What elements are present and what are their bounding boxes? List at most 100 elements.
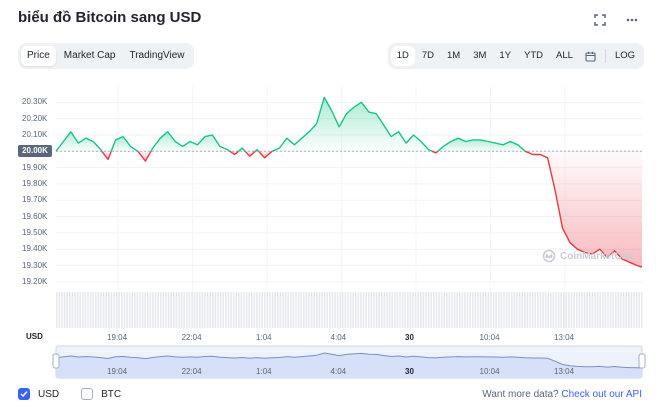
volume-bar [82,292,84,328]
volume-bar [230,292,232,328]
navigator-area [56,353,642,378]
volume-bar [511,292,513,328]
volume-bar [253,292,256,328]
range-navigator[interactable] [0,344,660,380]
volume-bar [472,292,474,328]
volume-bar [537,292,539,328]
volume-bar [331,292,334,328]
volume-bar [108,292,110,328]
range-1y[interactable]: 1Y [499,50,512,61]
volume-bar [344,292,347,328]
btc-checkbox[interactable] [81,388,94,400]
fullscreen-icon[interactable] [592,12,608,28]
usd-checkbox[interactable] [18,388,30,400]
volume-bar [446,292,448,328]
price-line-up [55,131,103,152]
volume-bar [573,292,575,328]
volume-bar [570,292,573,328]
watermark-text: CoinMarketCap [560,250,634,262]
more-options-icon[interactable] [624,12,640,28]
volume-bar [612,292,614,328]
volume-bar [409,292,412,328]
area-fill-down [525,151,642,268]
volume-bar [378,292,380,328]
range-3m[interactable]: 3M [473,50,487,61]
y-tick-label: 20.10K [22,129,48,139]
y-tick-label: 19.40K [22,244,48,254]
volume-bar [102,292,105,328]
btc-label: BTC [101,388,122,400]
y-tick-label: 19.20K [22,276,48,286]
navigator-tick-label: 22:04 [181,367,202,376]
tab-tradingview[interactable]: TradingView [129,50,185,61]
current-price-badge: 20.00K [18,145,52,158]
volume-bar [318,292,321,328]
volume-bar [232,292,235,328]
volume-bar [591,292,594,328]
volume-bar [589,292,591,328]
volume-bar [352,292,354,328]
volume-bar [238,292,240,328]
volume-bar [264,292,266,328]
volume-bar [217,292,219,328]
volume-bar [256,292,258,328]
range-1m[interactable]: 1M [447,50,461,61]
navigator-handle[interactable] [52,353,60,369]
volume-bar [115,292,118,328]
volume-bar [620,292,622,328]
axis-currency-label: USD [26,332,43,341]
range-1d[interactable]: 1D [390,46,415,66]
volume-bar [495,292,497,328]
navigator-tick-label: 30 [405,367,414,376]
tab-market-cap[interactable]: Market Cap [63,50,116,61]
volume-bar [225,292,227,328]
volume-bar [248,292,250,328]
calendar-icon[interactable] [580,46,602,66]
volume-bar [581,292,583,328]
volume-bar [383,292,386,328]
volume-bar [308,292,310,328]
volume-bar [534,292,536,328]
volume-bar [222,292,224,328]
volume-bar [292,292,295,328]
volume-bar [297,292,300,328]
volume-bar [420,292,422,328]
range-all[interactable]: ALL [556,50,573,61]
volume-bar [271,292,274,328]
volume-bar [427,292,430,328]
volume-bar [368,292,370,328]
price-chart[interactable] [0,0,660,330]
log-scale-toggle[interactable]: LOG [614,50,635,61]
volume-bar [469,292,471,328]
x-tick-label: 1:04 [256,333,272,342]
y-tick-label: 20.30K [22,97,48,107]
legend: USD BTC [18,388,135,400]
volume-bar [529,292,531,328]
api-link[interactable]: Check out our API [561,389,642,400]
price-line-down [258,150,273,159]
volume-bar [183,292,185,328]
volume-bar [154,292,157,328]
volume-bar [435,292,438,328]
volume-bar [635,292,638,328]
volume-bar [69,292,71,328]
volume-bar [477,292,479,328]
volume-bar [560,292,562,328]
volume-bar [466,292,469,328]
volume-bar [641,292,643,328]
volume-bar [526,292,529,328]
price-line-down [101,150,112,161]
range-ytd[interactable]: YTD [524,50,544,61]
volume-bar [482,292,484,328]
volume-bar [274,292,276,328]
volume-bar [414,292,417,328]
volume-bar [175,292,178,328]
range-7d[interactable]: 7D [421,50,434,61]
tab-price[interactable]: Price [21,46,56,66]
volume-bar [128,292,131,328]
volume-bar [178,292,180,328]
navigator-handle[interactable] [638,353,646,369]
area-fill-down [245,151,256,157]
volume-bar [433,292,435,328]
volume-bar [547,292,549,328]
